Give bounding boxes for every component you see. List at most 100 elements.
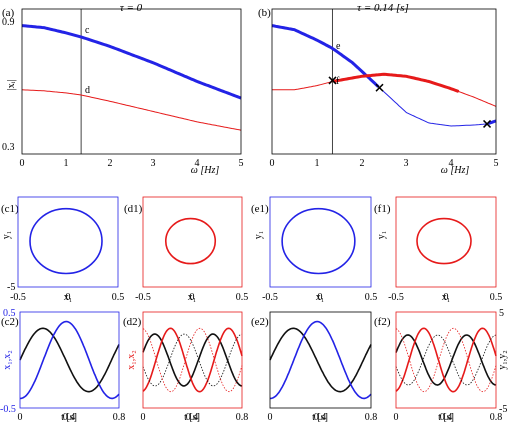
timeseries-red-dotted-f2-3 bbox=[395, 327, 497, 393]
panel-label-c2: (c2) bbox=[1, 316, 19, 328]
xtick-a-4: 4 bbox=[195, 158, 200, 169]
xtick-a-0: 0 bbox=[20, 158, 25, 169]
panel-d2: (d2) x₁,x₂ 0 0.4 0.8 t [s] bbox=[123, 311, 249, 423]
xtick-c1-1: 0 bbox=[66, 292, 71, 303]
xtick-d2-1: 0.4 bbox=[186, 412, 199, 423]
xlabel-a: ω [Hz] bbox=[191, 165, 220, 176]
panel-c1: (c1) -5 y₁ -0.5 0 0.5 x₁ bbox=[1, 196, 125, 303]
plot-area-f1 bbox=[416, 217, 472, 265]
xtick-e1-0: -0.5 bbox=[262, 292, 278, 303]
axes-box-e1 bbox=[269, 196, 372, 288]
xtick-d2-2: 0.8 bbox=[236, 412, 249, 423]
ytick-0.9-a: 0.9 bbox=[2, 17, 15, 28]
series-red-line-b bbox=[272, 73, 497, 107]
ylabel-c2: x₁,x₂ bbox=[2, 350, 13, 369]
xlabel-e1: x₁ bbox=[316, 292, 325, 303]
ytick-c2-min: -0.5 bbox=[0, 404, 16, 415]
axes-box-e2 bbox=[269, 311, 372, 409]
series-blue-stable-branch-b-0 bbox=[271, 24, 380, 88]
panel-label-e2: (e2) bbox=[251, 316, 269, 328]
xtick-f2-1: 0.4 bbox=[440, 412, 453, 423]
xtick-f2-2: 0.8 bbox=[490, 412, 503, 423]
annotation-e: e bbox=[336, 41, 341, 52]
panel-label-c1: (c1) bbox=[1, 203, 19, 215]
panel-e1: (e1) y₁ -0.5 0 0.5 x₁ bbox=[251, 196, 378, 303]
xtick-d1-0: -0.5 bbox=[135, 292, 151, 303]
panel-label-f2: (f2) bbox=[374, 316, 391, 328]
xtick-b-1: 1 bbox=[315, 158, 320, 169]
xtick-e1-1: 0 bbox=[318, 292, 323, 303]
ylabel-f1: y₁ bbox=[376, 231, 387, 240]
axes-box-a bbox=[21, 8, 242, 155]
series-blue-line-a bbox=[21, 24, 242, 100]
timeseries-red-dotted-d2-3 bbox=[142, 327, 243, 393]
panel-f2: (f2) 5 -5 y₁,y₂ 0 0.4 0.8 t [s] bbox=[374, 308, 508, 423]
panel-a: (a) τ = 0 0.9 0.3 |xᵢ| 0 1 2 3 4 5 ω [Hz… bbox=[2, 2, 244, 176]
plot-area-e2 bbox=[269, 320, 372, 400]
ytick-c1-min: -5 bbox=[7, 282, 15, 293]
panel-title-a: τ = 0 bbox=[120, 2, 143, 14]
orbit-e1 bbox=[281, 207, 356, 275]
panel-label-a: (a) bbox=[2, 7, 15, 19]
plot-area-f2 bbox=[395, 327, 497, 393]
series-red-stable-branch-b-0 bbox=[333, 72, 460, 93]
timeseries-black-e2-0 bbox=[269, 327, 372, 393]
xtick-d2-0: 0 bbox=[141, 412, 146, 423]
plot-area-c1 bbox=[29, 207, 103, 275]
xtick-f1-1: 0 bbox=[444, 292, 449, 303]
ylabel-d2: x₁,x₂ bbox=[126, 350, 137, 369]
timeseries-black-dotted-f2-2 bbox=[395, 334, 497, 386]
panel-label-d1: (d1) bbox=[124, 203, 143, 215]
ytick-f2-min: -5 bbox=[499, 404, 507, 415]
timeseries-black-c2-0 bbox=[19, 327, 120, 393]
xlabel-c2: t [s] bbox=[61, 412, 77, 423]
xtick-e1-2: 0.5 bbox=[365, 292, 378, 303]
orbit-d1 bbox=[164, 217, 217, 265]
xtick-c1-2: 0.5 bbox=[112, 292, 125, 303]
xtick-b-3: 3 bbox=[404, 158, 409, 169]
xtick-b-0: 0 bbox=[270, 158, 275, 169]
xtick-a-3: 3 bbox=[151, 158, 156, 169]
xtick-c2-1: 0.4 bbox=[63, 412, 76, 423]
plot-area-d1 bbox=[164, 217, 217, 265]
bifurcation-marker-2 bbox=[483, 119, 492, 128]
series-blue-stable-branch-b-1 bbox=[488, 119, 497, 125]
panel-c2: (c2) 0.5 -0.5 x₁,x₂ 0 0.4 0.8 t [s] bbox=[0, 308, 125, 423]
xtick-a-2: 2 bbox=[108, 158, 113, 169]
axes-box-c2 bbox=[19, 311, 120, 409]
xtick-b-4: 4 bbox=[449, 158, 454, 169]
xtick-a-1: 1 bbox=[64, 158, 69, 169]
panel-label-f1: (f1) bbox=[374, 203, 391, 215]
timeseries-red-f2-1 bbox=[395, 327, 497, 393]
plot-area-a bbox=[21, 9, 242, 154]
axes-box-f1 bbox=[395, 196, 497, 288]
ytick-f2-max: 5 bbox=[499, 308, 504, 319]
timeseries-blue-c2-1 bbox=[20, 320, 120, 400]
ytick-c2-max: 0.5 bbox=[3, 308, 16, 319]
axes-box-b bbox=[271, 8, 497, 155]
xtick-d1-2: 0.5 bbox=[236, 292, 249, 303]
orbit-c1 bbox=[29, 207, 103, 275]
xtick-a-5: 5 bbox=[239, 158, 244, 169]
panel-d1: (d1) -0.5 0 0.5 x₁ bbox=[124, 196, 249, 303]
axes-box-d1 bbox=[142, 196, 243, 288]
axes-box-f2 bbox=[395, 311, 497, 409]
panel-title-b: τ = 0.14 [s] bbox=[357, 2, 409, 14]
annotation-d: d bbox=[85, 85, 90, 96]
annotation-f: f bbox=[336, 76, 340, 87]
xtick-e2-1: 0.4 bbox=[314, 412, 327, 423]
xtick-b-2: 2 bbox=[360, 158, 365, 169]
xtick-e2-2: 0.8 bbox=[365, 412, 378, 423]
timeseries-red-d2-1 bbox=[142, 327, 243, 393]
xtick-b-5: 5 bbox=[494, 158, 499, 169]
timeseries-blue-e2-1 bbox=[270, 320, 372, 400]
plot-area-d2 bbox=[142, 327, 243, 393]
panel-e2: (e2) 0 0.4 0.8 t [s] bbox=[251, 311, 378, 423]
bifurcation-marker-1 bbox=[375, 83, 384, 92]
plot-area-e1 bbox=[281, 207, 356, 275]
panel-label-e1: (e1) bbox=[251, 203, 269, 215]
xlabel-f2: t [s] bbox=[438, 412, 454, 423]
xlabel-d2: t [s] bbox=[184, 412, 200, 423]
xtick-f1-2: 0.5 bbox=[490, 292, 503, 303]
